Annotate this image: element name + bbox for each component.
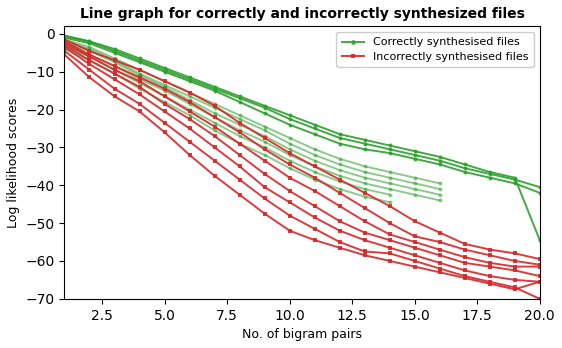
Correctly synthesised files: [286, 122, 293, 127]
Correctly synthesised files: [261, 111, 268, 116]
Incorrectly synthesised files: [286, 151, 293, 155]
Incorrectly synthesised files: [161, 79, 168, 83]
Incorrectly synthesised files: [236, 121, 243, 125]
Correctly synthesised files: [186, 79, 193, 83]
Correctly synthesised files: [161, 70, 168, 74]
Incorrectly synthesised files: [86, 49, 93, 53]
Correctly synthesised files: [511, 181, 518, 185]
Correctly synthesised files: [61, 35, 68, 40]
Correctly synthesised files: [461, 170, 468, 174]
Incorrectly synthesised files: [536, 257, 543, 261]
Incorrectly synthesised files: [311, 164, 318, 168]
Incorrectly synthesised files: [461, 242, 468, 246]
Correctly synthesised files: [386, 151, 393, 155]
Incorrectly synthesised files: [386, 204, 393, 208]
Incorrectly synthesised files: [61, 38, 68, 42]
Correctly synthesised files: [411, 157, 418, 161]
Correctly synthesised files: [336, 142, 343, 146]
Line: Correctly synthesised files: Correctly synthesised files: [62, 36, 542, 195]
Correctly synthesised files: [436, 162, 443, 166]
Incorrectly synthesised files: [186, 90, 193, 95]
Correctly synthesised files: [486, 176, 493, 180]
Y-axis label: Log likelihood scores: Log likelihood scores: [7, 97, 20, 228]
Title: Line graph for correctly and incorrectly synthesized files: Line graph for correctly and incorrectly…: [80, 7, 524, 21]
Legend: Correctly synthesised files, Incorrectly synthesised files: Correctly synthesised files, Incorrectly…: [337, 32, 534, 68]
Correctly synthesised files: [361, 147, 368, 151]
Incorrectly synthesised files: [361, 191, 368, 195]
Incorrectly synthesised files: [136, 68, 143, 72]
X-axis label: No. of bigram pairs: No. of bigram pairs: [242, 328, 362, 341]
Incorrectly synthesised files: [261, 136, 268, 140]
Correctly synthesised files: [111, 51, 118, 55]
Incorrectly synthesised files: [436, 230, 443, 235]
Incorrectly synthesised files: [486, 247, 493, 252]
Correctly synthesised files: [236, 100, 243, 104]
Incorrectly synthesised files: [211, 104, 218, 108]
Correctly synthesised files: [211, 88, 218, 93]
Incorrectly synthesised files: [411, 219, 418, 223]
Incorrectly synthesised files: [336, 177, 343, 182]
Incorrectly synthesised files: [511, 251, 518, 255]
Correctly synthesised files: [536, 191, 543, 195]
Incorrectly synthesised files: [111, 58, 118, 62]
Correctly synthesised files: [136, 60, 143, 64]
Line: Incorrectly synthesised files: Incorrectly synthesised files: [62, 38, 542, 261]
Correctly synthesised files: [311, 132, 318, 136]
Correctly synthesised files: [86, 41, 93, 45]
